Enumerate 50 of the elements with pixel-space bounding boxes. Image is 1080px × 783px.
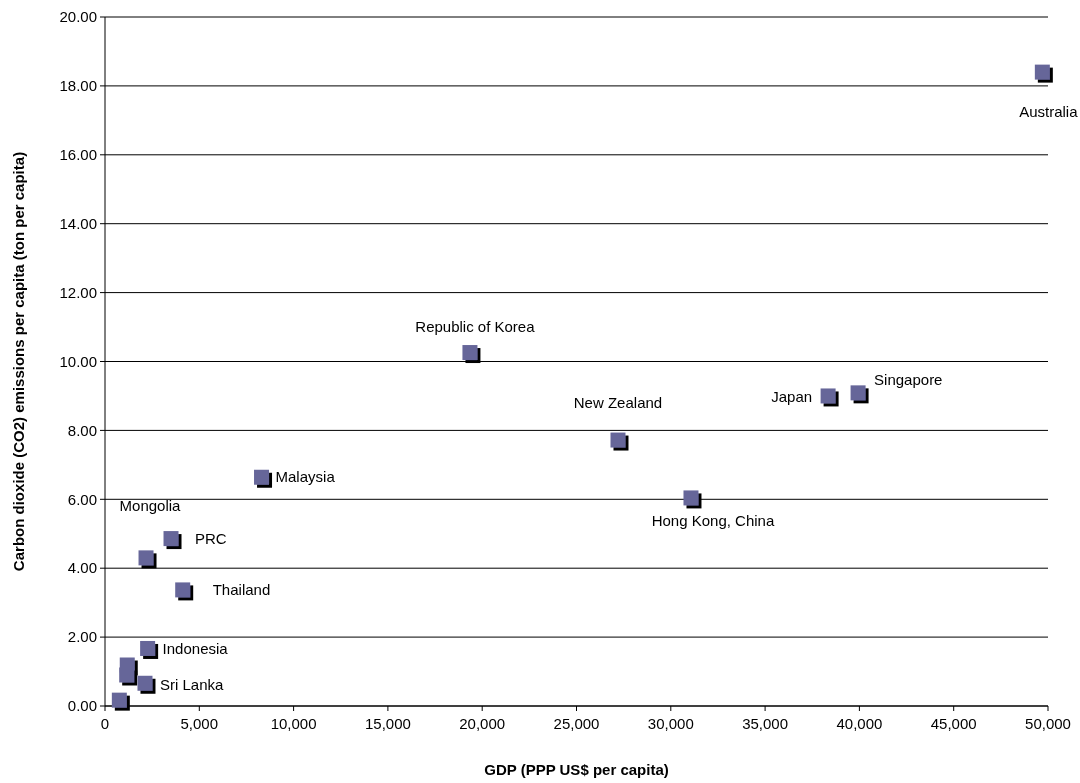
annotation: New Zealand xyxy=(573,394,663,412)
point xyxy=(610,432,626,448)
y-axis-title: Carbon dioxide (CO2) emissions per capita (ton per capita) xyxy=(10,151,27,572)
x-tick-label: 40,000 xyxy=(836,715,883,732)
point xyxy=(140,640,156,656)
annotation: Hong Kong, China xyxy=(651,511,775,529)
annotation: Sri Lanka xyxy=(159,676,225,694)
x-tick-label: 50,000 xyxy=(1025,715,1071,732)
annotation: Japan xyxy=(771,387,813,405)
x-tick-label: 15,000 xyxy=(364,715,411,732)
point xyxy=(119,667,135,683)
annotation: Thailand xyxy=(212,580,271,598)
y-tick-label: 2.00 xyxy=(67,628,97,646)
y-tick-label: 20.00 xyxy=(59,8,97,26)
x-tick-label: 45,000 xyxy=(930,715,977,732)
annotation: Singapore xyxy=(874,370,943,388)
x-tick-label: 25,000 xyxy=(553,715,600,732)
annotation: Australia xyxy=(1019,103,1079,121)
x-axis-title: GDP (PPP US$ per capita) xyxy=(484,761,669,778)
point xyxy=(163,531,179,547)
annotation: PRC xyxy=(195,529,227,547)
x-tick-label: 30,000 xyxy=(647,715,694,732)
annotation: Malaysia xyxy=(275,468,336,486)
x-tick-label: 35,000 xyxy=(742,715,789,732)
annotation: Republic of Korea xyxy=(415,317,536,335)
y-tick-label: 0.00 xyxy=(67,697,97,715)
y-tick-label: 4.00 xyxy=(67,559,97,577)
y-tick-label: 12.00 xyxy=(59,283,97,301)
x-tick-label: 10,000 xyxy=(270,715,317,732)
x-tick-label: 5,000 xyxy=(180,715,219,732)
point xyxy=(138,550,154,566)
y-tick-label: 18.00 xyxy=(59,77,97,95)
point xyxy=(137,675,153,691)
y-tick-label: 6.00 xyxy=(67,490,97,508)
point xyxy=(1034,64,1050,80)
y-tick-label: 8.00 xyxy=(67,421,97,439)
y-tick-label: 14.00 xyxy=(59,214,97,232)
point xyxy=(175,582,191,598)
point xyxy=(462,345,478,361)
annotation: Mongolia xyxy=(119,496,182,514)
x-tick-label: 0 xyxy=(100,715,110,732)
point xyxy=(111,692,127,708)
y-tick-label: 10.00 xyxy=(59,352,97,370)
y-tick-label: 16.00 xyxy=(59,146,97,164)
point xyxy=(254,469,270,485)
point xyxy=(683,490,699,506)
point xyxy=(820,388,836,404)
point xyxy=(850,385,866,401)
annotation: Indonesia xyxy=(162,640,229,658)
x-tick-label: 20,000 xyxy=(459,715,506,732)
